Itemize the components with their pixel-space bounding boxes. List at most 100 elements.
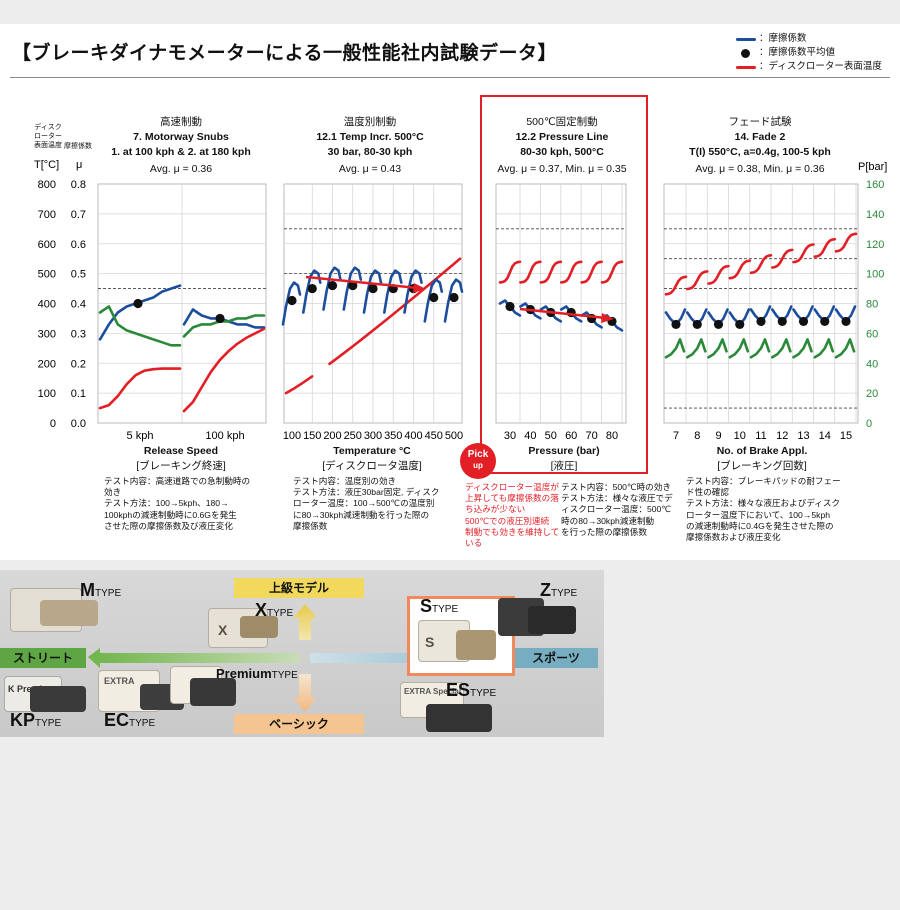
arrow-left bbox=[88, 648, 300, 668]
average-dot bbox=[841, 316, 851, 327]
x-tick-label: 400 bbox=[404, 430, 422, 442]
desc-line: 摩擦係数および液圧変化 bbox=[686, 532, 781, 543]
desc-line: 効き bbox=[104, 487, 122, 498]
panel-2-description: テスト内容：温度別の効き テスト方法：液圧30bar固定, ディスク ローター温… bbox=[293, 476, 465, 532]
average-dot bbox=[820, 316, 830, 327]
mu-tick-label: 0.7 bbox=[71, 209, 86, 221]
x-tick-label: 500 bbox=[445, 430, 463, 442]
average-dot bbox=[327, 280, 338, 291]
x-tick-label: 50 bbox=[545, 430, 557, 442]
type-s: STYPE bbox=[420, 596, 458, 617]
panel-subtitle: 30 bar, 80-30 kph bbox=[327, 146, 413, 158]
x-tick-label: 14 bbox=[819, 430, 831, 442]
panel-avg: Avg. μ = 0.37, Min. μ = 0.35 bbox=[497, 163, 627, 175]
x-axis-sublabel: [液圧] bbox=[550, 460, 578, 472]
x-tick-label: 80 bbox=[606, 430, 618, 442]
panel-3-header: 500℃固定制動 12.2 Pressure Line 80-30 kph, 5… bbox=[482, 115, 642, 177]
panel-category: フェード試験 bbox=[728, 116, 792, 128]
temperature-line bbox=[539, 260, 563, 284]
average-dot bbox=[671, 319, 681, 330]
temperature-line bbox=[182, 327, 266, 413]
x-tick-label: 150 bbox=[303, 430, 321, 442]
desc-line: テスト方法：100→5kph、180→ bbox=[104, 498, 229, 509]
panel-4-header: フェード試験 14. Fade 2 T(I) 550°C, a=0.4g, 10… bbox=[660, 115, 860, 177]
premium-type-pad bbox=[190, 678, 236, 706]
panel-subtitle: 80-30 kph, 500°C bbox=[520, 146, 604, 158]
desc-line: テスト内容：ブレーキパッドの耐フェー bbox=[686, 476, 841, 486]
panel-1-description: テスト内容：高速道路での急制動時の 効き テスト方法：100→5kph、180→… bbox=[104, 476, 276, 532]
pressure-tick-label: 0 bbox=[866, 418, 872, 430]
type-suffix: TYPE bbox=[271, 670, 298, 681]
x-pad-label: X bbox=[218, 622, 228, 638]
average-dot bbox=[449, 292, 459, 303]
temperature-line bbox=[749, 254, 773, 275]
type-letter: EC bbox=[104, 710, 130, 730]
type-m: MTYPE bbox=[80, 580, 121, 601]
panel-title: 7. Motorway Snubs bbox=[133, 131, 229, 143]
temperature-line bbox=[284, 375, 314, 395]
type-letter: M bbox=[80, 580, 95, 600]
average-dot bbox=[429, 292, 439, 303]
trend-arrow bbox=[519, 307, 607, 320]
x-tick-label: 15 bbox=[840, 430, 852, 442]
legend-label: ：ディスクローター表面温度 bbox=[759, 61, 882, 72]
desc-line: ち込みが少ない bbox=[465, 504, 526, 515]
legend-item-temperature: ：ディスクローター表面温度 bbox=[736, 60, 882, 74]
panel-title: 14. Fade 2 bbox=[734, 131, 786, 143]
temperature-line bbox=[559, 260, 583, 284]
friction-line bbox=[301, 269, 322, 314]
mu-tick-label: 0.6 bbox=[71, 239, 86, 251]
average-dot bbox=[215, 313, 225, 324]
friction-line bbox=[322, 266, 342, 311]
x-axis-label: Temperature °C bbox=[333, 445, 411, 457]
pickup-text: up bbox=[473, 461, 483, 470]
x-tick-label: 70 bbox=[585, 430, 597, 442]
pressure-line bbox=[792, 338, 813, 359]
temperature-line bbox=[834, 232, 858, 253]
x-axis-label: Release Speed bbox=[143, 445, 219, 457]
type-suffix: TYPE bbox=[267, 608, 294, 619]
type-suffix: TYPE bbox=[95, 588, 122, 599]
legend-swatch-dot bbox=[741, 48, 750, 58]
arrow-down bbox=[293, 674, 317, 712]
pressure-line bbox=[182, 314, 266, 338]
legend-swatch-blue bbox=[736, 37, 756, 41]
desc-line: テスト内容：温度別の効き bbox=[293, 476, 397, 486]
x-tick-label: 30 bbox=[504, 430, 516, 442]
x-tick-label: 12 bbox=[776, 430, 788, 442]
temperature-line bbox=[770, 248, 794, 269]
friction-line bbox=[342, 266, 363, 311]
type-letter: Premium bbox=[216, 666, 272, 681]
trend-arrow-head bbox=[601, 313, 614, 323]
desc-line: 制動でも効きを維持して bbox=[465, 526, 560, 537]
pressure-line bbox=[749, 338, 771, 359]
temperature-line bbox=[685, 270, 709, 291]
pressure-line bbox=[834, 338, 856, 359]
average-dot bbox=[777, 316, 787, 327]
pickup-text: Pick bbox=[467, 449, 489, 460]
x-tick-label: 13 bbox=[797, 430, 809, 442]
panel-category: 温度別制動 bbox=[343, 116, 397, 128]
desc-line: ディスクローター温度が bbox=[465, 482, 559, 492]
desc-line: テスト方法：液圧30bar固定, ディスク bbox=[293, 487, 440, 498]
desc-line: いる bbox=[465, 538, 483, 549]
x-tick-label: 300 bbox=[364, 430, 382, 442]
x-tick-label: 11 bbox=[755, 430, 766, 442]
panel-avg: Avg. μ = 0.36 bbox=[149, 163, 213, 175]
es-type-pad bbox=[426, 704, 492, 732]
desc-line: 上昇しても摩擦係数の落 bbox=[465, 493, 559, 504]
temp-tick-label: 800 bbox=[38, 179, 56, 191]
temp-tick-label: 300 bbox=[38, 328, 56, 340]
type-letter: X bbox=[255, 600, 268, 620]
x-tick-label: 7 bbox=[673, 430, 679, 442]
desc-line: ローター温度：100→500℃の温度別 bbox=[293, 498, 435, 509]
x-tick-label: 100 bbox=[283, 430, 301, 442]
friction-line bbox=[403, 269, 423, 314]
pressure-line bbox=[728, 338, 750, 359]
x-tick-label: 5 kph bbox=[127, 430, 154, 442]
panel-1-xlabel: Release Speed [ブレーキング終速] bbox=[96, 444, 266, 474]
legend-item-average: ：摩擦係数平均値 bbox=[736, 46, 882, 60]
x-tick-label: 350 bbox=[384, 430, 402, 442]
temperature-line bbox=[580, 260, 603, 284]
mu-header: 摩擦係数 bbox=[64, 143, 92, 150]
